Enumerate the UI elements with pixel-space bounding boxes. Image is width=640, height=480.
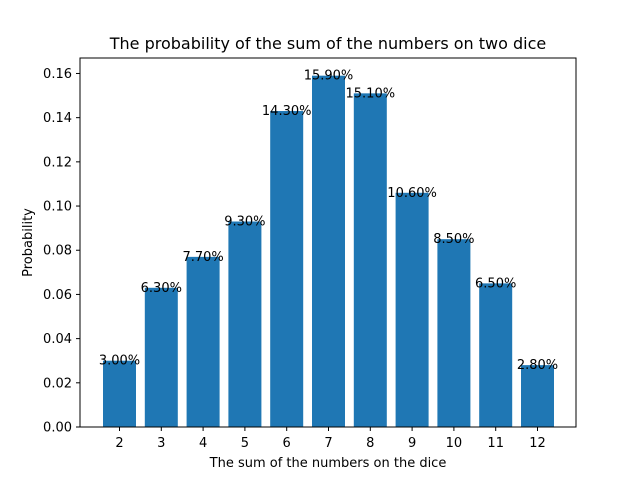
data-label-8: 15.10% xyxy=(346,86,396,101)
y-axis-ticks: 0.00 0.02 0.04 0.06 0.08 0.10 0.12 0.14 0.16 xyxy=(43,67,80,436)
x-tick-label-6: 6 xyxy=(283,436,291,451)
y-tick-label-1: 0.02 xyxy=(43,376,72,391)
y-tick-label-3: 0.06 xyxy=(43,288,72,303)
x-tick-label-9: 9 xyxy=(408,436,416,451)
x-tick-label-10: 10 xyxy=(446,436,463,451)
bar-6 xyxy=(270,111,304,427)
x-tick-label-7: 7 xyxy=(324,436,332,451)
data-label-12: 2.80% xyxy=(517,358,558,373)
y-tick-label-4: 0.08 xyxy=(43,244,72,259)
data-label-9: 10.60% xyxy=(387,186,437,201)
x-axis-ticks: 2 3 4 5 6 7 8 9 10 11 12 xyxy=(115,427,546,451)
data-label-3: 6.30% xyxy=(141,281,182,296)
data-label-5: 9.30% xyxy=(224,215,265,230)
x-tick-label-8: 8 xyxy=(366,436,374,451)
bar-8 xyxy=(353,93,387,427)
bar-12 xyxy=(521,365,554,427)
y-tick-label-7: 0.14 xyxy=(43,111,72,126)
x-tick-label-4: 4 xyxy=(199,436,207,451)
data-label-4: 7.70% xyxy=(182,250,223,265)
x-tick-label-12: 12 xyxy=(529,436,546,451)
x-tick-label-11: 11 xyxy=(487,436,504,451)
chart-title: The probability of the sum of the number… xyxy=(109,34,547,53)
bar-11 xyxy=(479,283,513,427)
data-label-7: 15.90% xyxy=(304,69,354,84)
data-label-10: 8.50% xyxy=(433,232,474,247)
bar-3 xyxy=(144,287,178,427)
data-label-2: 3.00% xyxy=(99,354,140,369)
y-tick-label-0: 0.00 xyxy=(43,421,72,436)
y-tick-label-6: 0.12 xyxy=(43,155,72,170)
bars-group xyxy=(103,75,554,428)
bar-4 xyxy=(186,256,220,427)
y-tick-label-5: 0.10 xyxy=(43,200,72,215)
y-tick-label-2: 0.04 xyxy=(43,332,72,347)
bar-7 xyxy=(312,75,345,428)
bar-9 xyxy=(395,192,429,427)
bar-2 xyxy=(103,360,136,427)
x-tick-label-5: 5 xyxy=(241,436,249,451)
x-tick-label-2: 2 xyxy=(115,436,123,451)
data-labels-group: 3.00% 6.30% 7.70% 9.30% 14.30% 15.90% 15.10% 10… xyxy=(99,69,558,373)
x-tick-label-3: 3 xyxy=(157,436,165,451)
y-axis-label: Probability xyxy=(21,208,36,277)
x-axis-label: The sum of the numbers on the dice xyxy=(209,456,447,471)
bar-10 xyxy=(437,239,471,427)
y-tick-label-8: 0.16 xyxy=(43,67,72,82)
data-label-11: 6.50% xyxy=(475,276,516,291)
bar-5 xyxy=(228,221,262,427)
plot-frame xyxy=(79,57,577,428)
data-label-6: 14.30% xyxy=(262,104,312,119)
